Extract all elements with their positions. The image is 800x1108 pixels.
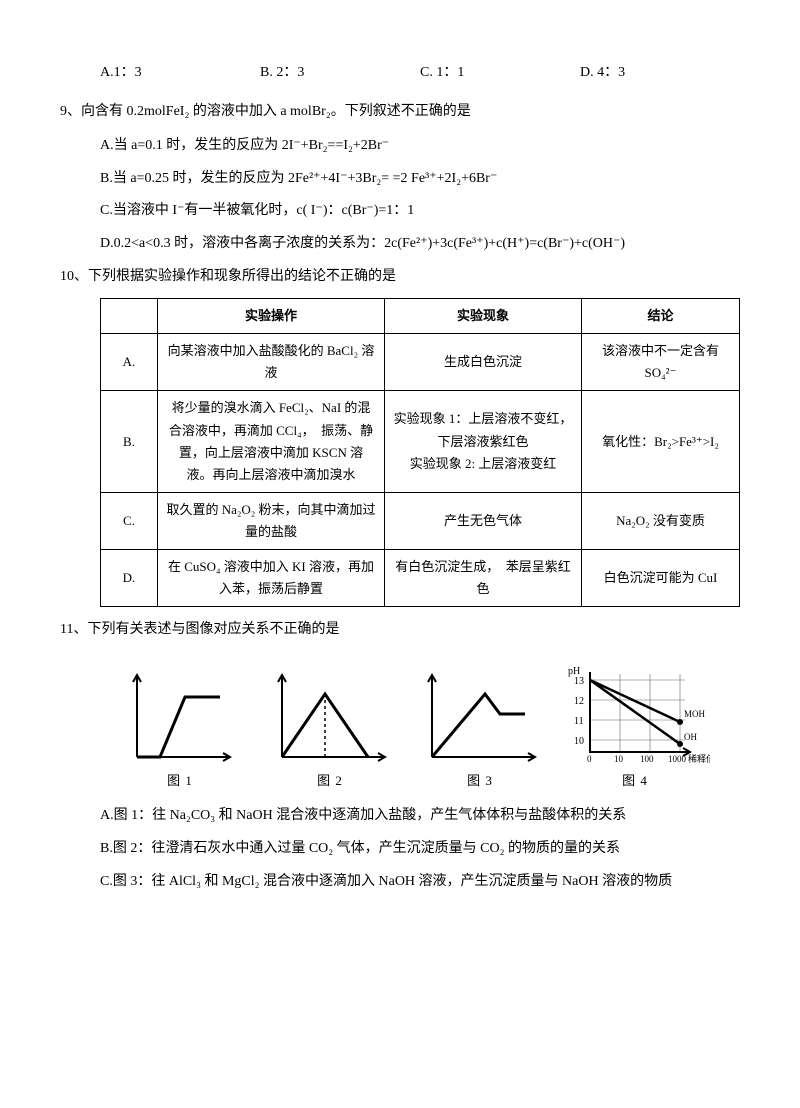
svg-text:0: 0 xyxy=(587,754,592,764)
figure-4: pH 13 12 11 10 0 10 100 1000 MOH OH 稀释倍数… xyxy=(560,662,710,794)
q10-table: 实验操作 实验现象 结论 A. 向某溶液中加入盐酸酸化的 BaCl₂ 溶液 生成… xyxy=(100,298,740,607)
row-ph: 有白色沉淀生成， 苯层呈紫红色 xyxy=(385,550,582,607)
fig3-label: 图 3 xyxy=(410,769,550,794)
table-row: B. 将少量的溴水滴入 FeCl₂、NaI 的混合溶液中，再滴加 CCl₄， 振… xyxy=(101,391,740,492)
svg-text:11: 11 xyxy=(574,716,584,727)
row-op: 取久置的 Na₂O₂ 粉末，向其中滴加过量的盐酸 xyxy=(158,492,385,549)
col-conclusion: 结论 xyxy=(582,299,740,334)
q9-option-d: D.0.2<a<0.3 时，溶液中各离子浓度的关系为：2c(Fe²⁺)+3c(F… xyxy=(60,231,740,258)
option-a: A.1：3 xyxy=(100,60,260,87)
row-cc: 白色沉淀可能为 CuI xyxy=(582,550,740,607)
q9-stem: 9、向含有 0.2molFeI₂ 的溶液中加入 a molBr₂。下列叙述不正确… xyxy=(60,99,740,126)
q11-option-b: B.图 2：往澄清石灰水中通入过量 CO₂ 气体，产生沉淀质量与 CO₂ 的物质… xyxy=(60,836,740,863)
row-op: 将少量的溴水滴入 FeCl₂、NaI 的混合溶液中，再滴加 CCl₄， 振荡、静… xyxy=(158,391,385,492)
figure-2: 图 2 xyxy=(260,672,400,794)
row-label: C. xyxy=(101,492,158,549)
option-b: B. 2：3 xyxy=(260,60,420,87)
row-op: 在 CuSO₄ 溶液中加入 KI 溶液，再加入苯，振荡后静置 xyxy=(158,550,385,607)
svg-text:1000: 1000 xyxy=(668,754,687,764)
row-ph: 产生无色气体 xyxy=(385,492,582,549)
row-ph: 生成白色沉淀 xyxy=(385,334,582,391)
previous-question-options: A.1：3 B. 2：3 C. 1：1 D. 4：3 xyxy=(60,60,740,87)
q11-figures: 图 1 图 2 图 3 xyxy=(60,652,740,804)
q11-option-c: C.图 3：往 AlCl₃ 和 MgCl₂ 混合液中逐滴加入 NaOH 溶液，产… xyxy=(60,869,740,896)
option-c: C. 1：1 xyxy=(420,60,580,87)
table-header-row: 实验操作 实验现象 结论 xyxy=(101,299,740,334)
col-operation: 实验操作 xyxy=(158,299,385,334)
fig2-label: 图 2 xyxy=(260,769,400,794)
figure-3: 图 3 xyxy=(410,672,550,794)
svg-text:稀释倍数: 稀释倍数 xyxy=(688,753,710,764)
row-cc: 氧化性：Br₂>Fe³⁺>I₂ xyxy=(582,391,740,492)
svg-text:13: 13 xyxy=(574,676,584,687)
row-label: D. xyxy=(101,550,158,607)
col-phenomenon: 实验现象 xyxy=(385,299,582,334)
row-cc: Na₂O₂ 没有变质 xyxy=(582,492,740,549)
q10-stem: 10、下列根据实验操作和现象所得出的结论不正确的是 xyxy=(60,264,740,291)
svg-text:10: 10 xyxy=(614,754,624,764)
svg-text:100: 100 xyxy=(640,754,654,764)
svg-text:10: 10 xyxy=(574,736,584,747)
row-op: 向某溶液中加入盐酸酸化的 BaCl₂ 溶液 xyxy=(158,334,385,391)
fig4-label: 图 4 xyxy=(560,769,710,794)
fig1-label: 图 1 xyxy=(110,769,250,794)
option-d: D. 4：3 xyxy=(580,60,740,87)
q9-option-b: B.当 a=0.25 时，发生的反应为 2Fe²⁺+4I⁻+3Br₂= =2 F… xyxy=(60,166,740,193)
q9-option-c: C.当溶液中 I⁻有一半被氧化时，c( I⁻)：c(Br⁻)=1：1 xyxy=(60,198,740,225)
figure-1: 图 1 xyxy=(110,672,250,794)
svg-text:MOH: MOH xyxy=(684,709,706,719)
table-row: A. 向某溶液中加入盐酸酸化的 BaCl₂ 溶液 生成白色沉淀 该溶液中不一定含… xyxy=(101,334,740,391)
q11-option-a: A.图 1：往 Na₂CO₃ 和 NaOH 混合液中逐滴加入盐酸，产生气体体积与… xyxy=(60,803,740,830)
row-cc: 该溶液中不一定含有 SO₄²⁻ xyxy=(582,334,740,391)
row-ph: 实验现象 1：上层溶液不变红，下层溶液紫红色 实验现象 2: 上层溶液变红 xyxy=(385,391,582,492)
svg-text:OH: OH xyxy=(684,732,697,742)
row-label: B. xyxy=(101,391,158,492)
q11-stem: 11、下列有关表述与图像对应关系不正确的是 xyxy=(60,617,740,644)
table-row: D. 在 CuSO₄ 溶液中加入 KI 溶液，再加入苯，振荡后静置 有白色沉淀生… xyxy=(101,550,740,607)
table-row: C. 取久置的 Na₂O₂ 粉末，向其中滴加过量的盐酸 产生无色气体 Na₂O₂… xyxy=(101,492,740,549)
svg-text:12: 12 xyxy=(574,696,584,707)
col-blank xyxy=(101,299,158,334)
row-label: A. xyxy=(101,334,158,391)
q9-option-a: A.当 a=0.1 时，发生的反应为 2I⁻+Br₂==I₂+2Br⁻ xyxy=(60,133,740,160)
